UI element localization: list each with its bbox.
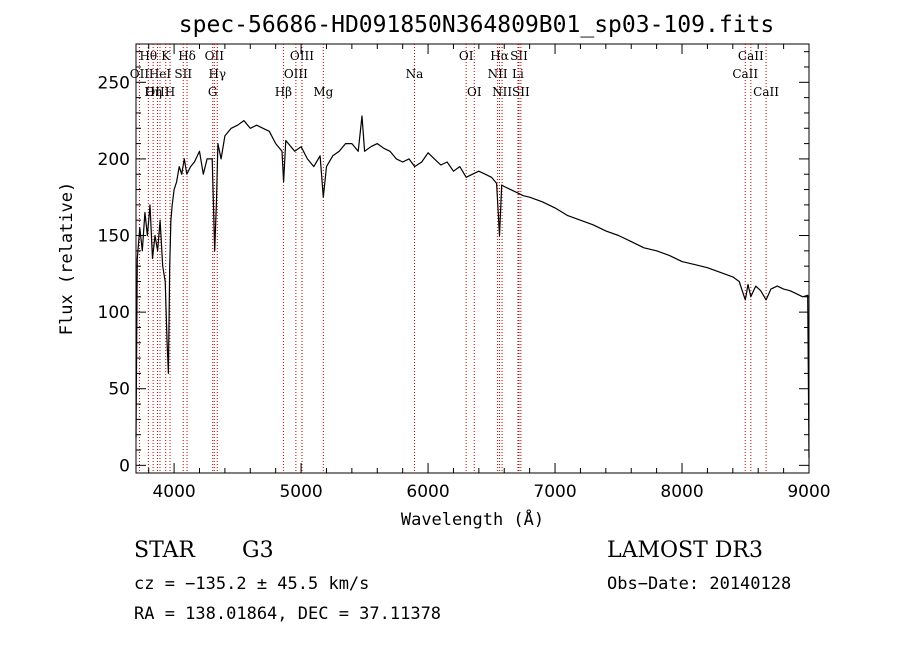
spectral-line-label: Hβ bbox=[275, 85, 292, 99]
y-tick-label: 200 bbox=[98, 150, 130, 170]
spectral-line-label: OII bbox=[205, 49, 225, 63]
x-axis-label: Wavelength (Å) bbox=[401, 508, 544, 530]
x-tick-label: 9000 bbox=[787, 482, 830, 502]
y-tick-label: 150 bbox=[98, 227, 130, 247]
plot-frame bbox=[135, 43, 810, 474]
obs-date-label: Obs−Date: 20140128 bbox=[607, 574, 792, 594]
x-tick-label: 5000 bbox=[279, 482, 322, 502]
spectrum-chart: Hθ OII OIII K HeI Hη Hδ SII H OII Hγ G OIII OIII Hβ Mg N… bbox=[57, 12, 831, 530]
spectral-line-label: OI bbox=[459, 49, 474, 63]
spectral-line-label: G bbox=[208, 85, 218, 99]
spectral-line-label: Hα bbox=[490, 49, 509, 63]
spectral-line-label: Mg bbox=[313, 85, 333, 99]
spectral-line-label: OIII bbox=[284, 67, 308, 81]
spectral-line-label: Hγ bbox=[208, 67, 226, 81]
subclass-label: G3 bbox=[242, 538, 274, 563]
spectral-line-label: SII bbox=[174, 67, 192, 81]
spectral-line-label: OIII bbox=[145, 85, 169, 99]
chart-title: spec-56686-HD091850N364809B01_sp03-109.f… bbox=[179, 12, 774, 38]
spectral-line-label: OII bbox=[130, 67, 150, 81]
y-tick-label: 0 bbox=[119, 456, 130, 476]
survey-label: LAMOST DR3 bbox=[607, 538, 763, 563]
spectral-line-label: Na bbox=[406, 67, 424, 81]
spectral-line-label: SII bbox=[512, 85, 530, 99]
flux-series-line bbox=[135, 115, 810, 458]
x-tick-label: 7000 bbox=[533, 482, 576, 502]
spectral-line-label: K bbox=[161, 49, 171, 63]
spectral-line-label: CaII bbox=[753, 85, 779, 99]
redshift-velocity-label: cz = −135.2 ± 45.5 km/s bbox=[134, 574, 370, 594]
spectral-line-label: SII bbox=[510, 49, 528, 63]
y-tick-label: 50 bbox=[108, 380, 130, 400]
x-tick-label: 6000 bbox=[406, 482, 449, 502]
y-tick-label: 100 bbox=[98, 303, 130, 323]
y-tick-label: 250 bbox=[98, 73, 130, 93]
coordinates-label: RA = 138.01864, DEC = 37.11378 bbox=[134, 604, 442, 624]
spectral-line-label: Li bbox=[512, 67, 524, 81]
spectral-line-label: Hη bbox=[144, 85, 162, 99]
y-axis-label: Flux (relative) bbox=[57, 182, 77, 336]
spectral-line-label: CaII bbox=[738, 49, 764, 63]
object-type-label: STAR bbox=[134, 538, 195, 563]
spectral-line-label: Hδ bbox=[178, 49, 196, 63]
spectral-line-label: NII bbox=[492, 85, 512, 99]
x-tick-label: 8000 bbox=[660, 482, 703, 502]
x-tick-label: 4000 bbox=[152, 482, 195, 502]
spectral-line-label: HeI bbox=[149, 67, 172, 81]
spectral-line-label: OIII bbox=[290, 49, 314, 63]
spectral-line-label: Hθ bbox=[139, 49, 157, 63]
spectral-line-label: H bbox=[165, 85, 175, 99]
spectral-line-label: OI bbox=[467, 85, 482, 99]
spectral-line-label: NII bbox=[488, 67, 508, 81]
spectral-line-label: CaII bbox=[732, 67, 758, 81]
